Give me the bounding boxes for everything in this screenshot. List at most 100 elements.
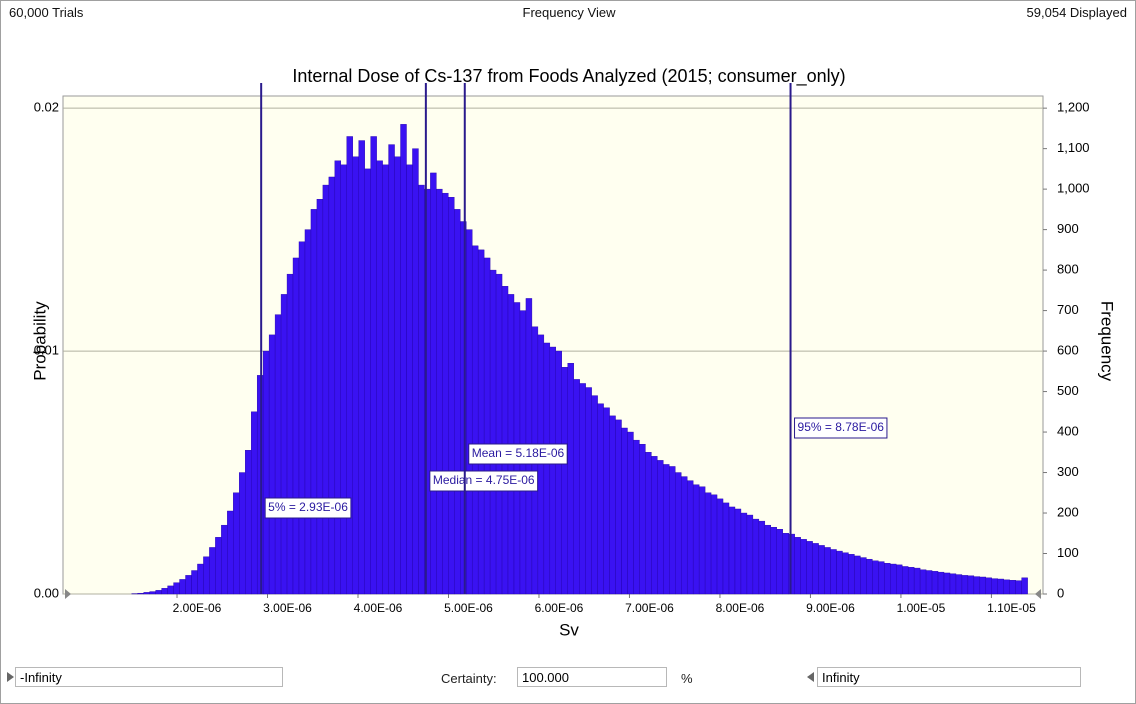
bar (716, 498, 724, 595)
bar (388, 144, 395, 595)
bar (316, 199, 324, 595)
bar (609, 415, 616, 595)
bar (681, 476, 688, 595)
x-tick-label: 1.10E-05 (987, 601, 1036, 615)
bar (436, 188, 443, 595)
bar (466, 229, 473, 595)
bar (1009, 580, 1016, 595)
bar (704, 492, 712, 595)
bar (352, 156, 359, 595)
upper-grabber (1035, 589, 1041, 599)
y2-axis-label: Frequency (1098, 301, 1117, 382)
x-tick-label: 5.00E-06 (444, 601, 493, 615)
bar (412, 148, 419, 595)
bar (884, 563, 891, 595)
bar (866, 558, 873, 595)
bar (955, 574, 963, 595)
marker-label: Mean = 5.18E-06 (468, 443, 568, 465)
upper-bound-input[interactable]: Infinity (817, 667, 1081, 687)
bar (579, 383, 586, 595)
bar (286, 273, 294, 595)
bar (370, 136, 377, 595)
lower-grabber (65, 589, 71, 599)
y-axis-label: Probability (30, 301, 49, 381)
bar (848, 554, 855, 595)
bar (274, 314, 282, 595)
bar (890, 563, 897, 595)
bar (663, 464, 670, 595)
marker-label: 5% = 2.93E-06 (264, 497, 352, 519)
bar (645, 452, 652, 595)
bar (937, 571, 945, 595)
marker-label-text: Median = 4.75E-06 (433, 473, 535, 487)
bar (376, 160, 383, 595)
y2-tick-label: 1,200 (1057, 100, 1090, 115)
marker-label-box (794, 417, 888, 439)
bar (621, 427, 628, 595)
bar (758, 520, 766, 595)
bar (406, 164, 413, 595)
bar (555, 350, 562, 595)
bar (949, 573, 957, 595)
bar (925, 570, 933, 595)
bar (597, 403, 604, 595)
y2-tick-label: 100 (1057, 545, 1079, 560)
bar (298, 241, 306, 595)
bar (675, 472, 682, 595)
bar (794, 537, 801, 595)
y-tick-label: 0.02 (34, 100, 59, 115)
bar (961, 575, 969, 595)
bar (973, 576, 981, 595)
bar (239, 472, 246, 595)
bar (722, 502, 730, 595)
marker-label-text: 95% = 8.78E-06 (798, 420, 885, 434)
bar (657, 460, 664, 595)
bar (483, 257, 491, 595)
bar (233, 492, 240, 595)
y-tick-label: 0.01 (34, 343, 59, 358)
bar (1003, 579, 1010, 595)
bar (292, 257, 300, 595)
bar (310, 209, 318, 595)
bar (173, 582, 180, 595)
bar (262, 350, 270, 595)
lower-bound-input[interactable]: -Infinity (15, 667, 283, 687)
bar (137, 592, 144, 595)
bar (812, 543, 819, 595)
marker-label-text: Mean = 5.18E-06 (472, 446, 565, 460)
bar (603, 407, 610, 595)
bar (836, 550, 843, 595)
y2-tick-label: 700 (1057, 302, 1079, 317)
bar (400, 124, 407, 595)
bar (203, 556, 210, 595)
certainty-input[interactable]: 100.000 (517, 667, 667, 687)
bar (692, 484, 700, 595)
bar (567, 363, 574, 595)
bar (913, 567, 921, 595)
marker-label-box (468, 443, 568, 465)
bar (179, 579, 186, 595)
bar (382, 164, 389, 595)
certainty-unit: % (681, 671, 693, 686)
bar (280, 294, 288, 595)
trials-count: 60,000 Trials (9, 5, 84, 20)
bar (824, 547, 831, 595)
bar (448, 197, 455, 595)
bar (543, 342, 551, 595)
bar (591, 395, 598, 595)
bar (251, 411, 258, 595)
bar (728, 506, 736, 595)
bar (770, 526, 777, 595)
bar (734, 508, 742, 595)
bar (752, 518, 760, 595)
y2-tick-label: 900 (1057, 221, 1079, 236)
bar (430, 172, 437, 595)
bar (221, 524, 228, 595)
lower-arrow (7, 672, 14, 682)
bar (215, 537, 222, 595)
bar (686, 480, 694, 595)
marker-label: Median = 4.75E-06 (429, 470, 539, 492)
y-tick-label: 0.00 (34, 585, 59, 600)
y2-tick-label: 1,000 (1057, 181, 1090, 196)
